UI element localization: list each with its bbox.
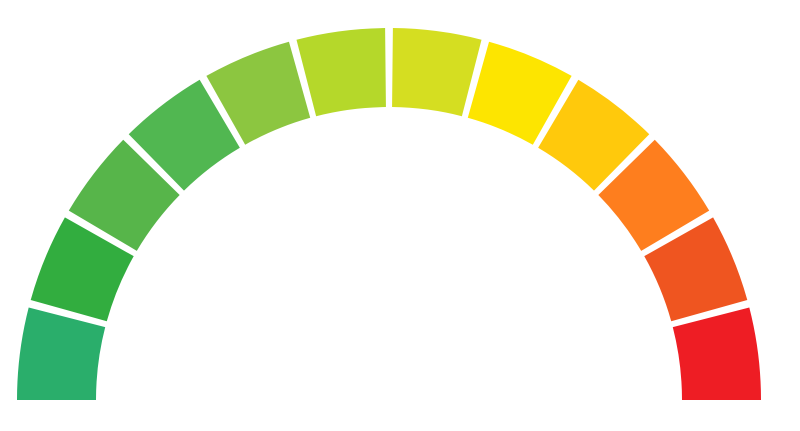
gauge-segment-6: [296, 28, 386, 117]
gauge-segment-11: [644, 217, 748, 322]
gauge-segment-8: [467, 41, 572, 145]
gauge-segment-10: [598, 139, 710, 251]
gauge-segment-9: [538, 79, 650, 191]
gauge-segment-4: [128, 79, 240, 191]
gauge-segment-1: [17, 307, 106, 400]
gauge-segment-7: [392, 28, 482, 117]
gauge-segment-5: [206, 41, 311, 145]
gauge-segment-12: [672, 307, 761, 400]
gauge-segment-2: [30, 217, 134, 322]
gauge-segment-3: [68, 139, 180, 251]
